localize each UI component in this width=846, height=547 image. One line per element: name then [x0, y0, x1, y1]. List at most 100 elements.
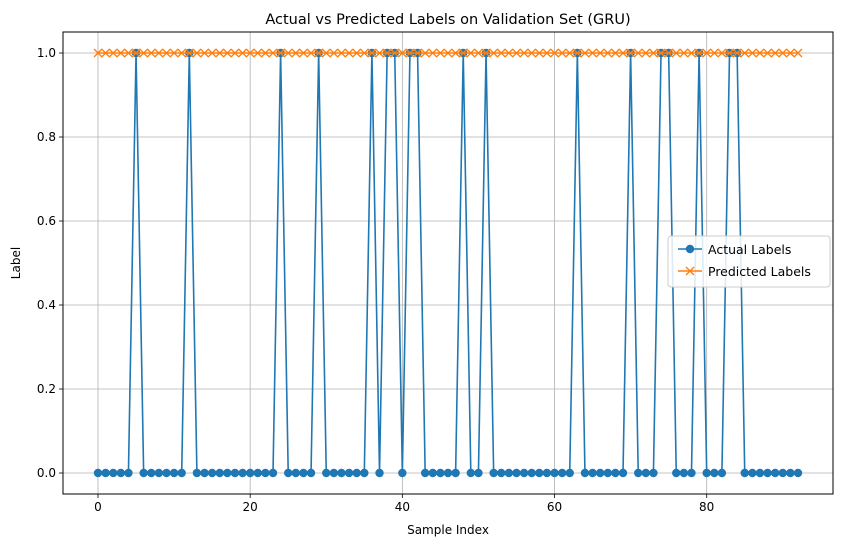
- data-point: [428, 48, 438, 58]
- data-point: [717, 48, 727, 58]
- data-point: [557, 48, 567, 58]
- data-point: [116, 468, 126, 478]
- x-tick-label: 40: [395, 500, 410, 514]
- x-axis-label: Sample Index: [407, 523, 489, 537]
- data-point: [649, 468, 658, 478]
- y-tick-label: 0.6: [37, 214, 56, 228]
- data-point: [367, 48, 377, 58]
- data-point: [276, 48, 286, 58]
- data-point: [740, 48, 750, 58]
- data-point: [169, 468, 179, 478]
- data-point: [793, 48, 803, 58]
- data-point: [466, 468, 476, 478]
- data-point: [321, 48, 331, 58]
- data-point: [679, 48, 689, 58]
- data-point: [785, 48, 795, 58]
- data-point: [763, 48, 773, 58]
- data-point: [337, 468, 346, 478]
- data-point: [245, 468, 255, 478]
- chart-title: Actual vs Predicted Labels on Validation…: [265, 12, 630, 28]
- data-point: [253, 48, 263, 58]
- series-layer: [93, 48, 803, 478]
- data-point: [694, 48, 704, 58]
- data-point: [284, 468, 293, 478]
- data-point: [375, 468, 384, 478]
- data-point: [299, 468, 308, 478]
- data-point: [588, 48, 598, 58]
- data-point: [268, 48, 278, 58]
- data-point: [580, 468, 590, 478]
- data-point: [466, 48, 476, 58]
- data-point: [451, 468, 460, 478]
- data-point: [222, 48, 232, 58]
- data-point: [633, 48, 643, 58]
- data-point: [648, 48, 658, 58]
- series-predicted: [93, 48, 803, 58]
- data-point: [504, 468, 514, 478]
- data-point: [413, 48, 423, 58]
- data-point: [778, 468, 787, 478]
- data-point: [672, 468, 681, 478]
- data-point: [497, 468, 506, 478]
- data-point: [443, 48, 453, 58]
- plot-frame: [62, 31, 834, 495]
- data-point: [215, 468, 224, 478]
- data-point: [177, 48, 187, 58]
- data-point: [200, 48, 209, 58]
- data-point: [671, 48, 681, 58]
- x-tick-label: 0: [94, 500, 102, 514]
- data-point: [770, 468, 780, 478]
- data-point: [352, 468, 361, 478]
- data-point: [139, 468, 148, 478]
- data-point: [154, 468, 164, 478]
- data-point: [748, 468, 757, 478]
- legend-box: [667, 235, 831, 288]
- data-point: [200, 468, 209, 478]
- data-point: [207, 48, 217, 58]
- data-point: [329, 468, 339, 478]
- data-point: [610, 48, 620, 58]
- data-point: [458, 48, 468, 58]
- data-point: [527, 48, 537, 58]
- data-point: [131, 48, 141, 58]
- data-point: [512, 468, 521, 478]
- y-tick-label: 0.4: [37, 298, 56, 312]
- data-point: [261, 468, 270, 478]
- data-point: [542, 468, 552, 478]
- data-point: [230, 468, 240, 478]
- data-point: [755, 48, 765, 58]
- data-point: [382, 48, 392, 58]
- data-point: [306, 48, 316, 58]
- data-point: [93, 468, 103, 478]
- data-point: [283, 48, 293, 58]
- data-point: [557, 468, 567, 478]
- data-point: [702, 48, 712, 58]
- data-point: [207, 468, 217, 478]
- x-tick-label: 80: [699, 500, 714, 514]
- data-point: [291, 48, 301, 58]
- data-point: [451, 48, 461, 58]
- data-point: [778, 48, 788, 58]
- data-point: [626, 48, 636, 58]
- data-point: [177, 468, 186, 478]
- data-point: [481, 48, 491, 58]
- data-point: [329, 48, 339, 58]
- data-point: [474, 468, 483, 478]
- data-point: [223, 468, 232, 478]
- data-point: [420, 48, 430, 58]
- data-point: [443, 468, 453, 478]
- data-point: [230, 48, 240, 58]
- data-point: [245, 48, 255, 58]
- data-point: [489, 468, 498, 478]
- data-point: [550, 468, 559, 478]
- legend-label-actual: Actual Labels: [708, 242, 791, 257]
- data-point: [527, 468, 536, 478]
- data-point: [786, 468, 795, 478]
- data-point: [109, 468, 118, 478]
- data-point: [146, 48, 156, 58]
- data-point: [238, 48, 248, 58]
- data-point: [732, 48, 742, 58]
- data-point: [123, 48, 133, 58]
- y-tick-label: 0.2: [37, 382, 56, 396]
- data-point: [268, 468, 278, 478]
